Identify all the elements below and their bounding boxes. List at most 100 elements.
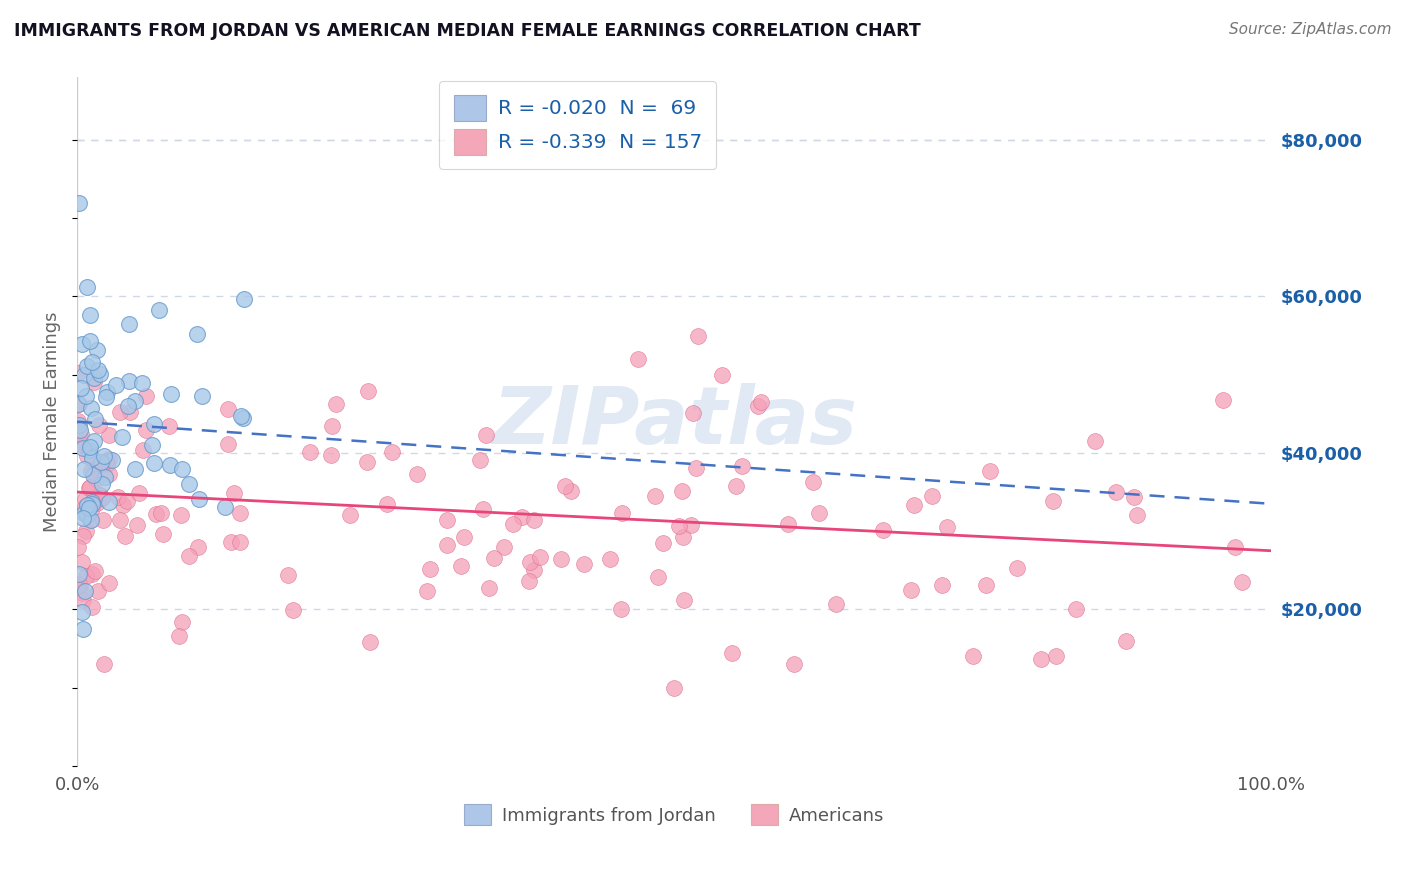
Point bbox=[124, 393, 146, 408]
Point bbox=[510, 510, 533, 524]
Point bbox=[931, 578, 953, 592]
Point bbox=[97, 575, 120, 590]
Point bbox=[148, 302, 170, 317]
Point bbox=[73, 462, 96, 476]
Point bbox=[107, 490, 129, 504]
Point bbox=[87, 363, 110, 377]
Point bbox=[492, 540, 515, 554]
Point bbox=[67, 567, 90, 582]
Point bbox=[179, 549, 201, 563]
Point bbox=[668, 518, 690, 533]
Point bbox=[87, 418, 110, 433]
Point bbox=[671, 484, 693, 499]
Point bbox=[609, 602, 631, 616]
Point bbox=[111, 498, 134, 512]
Point bbox=[484, 551, 506, 566]
Point bbox=[75, 569, 97, 583]
Point bbox=[80, 513, 103, 527]
Point bbox=[141, 438, 163, 452]
Point bbox=[1122, 490, 1144, 504]
Point bbox=[222, 486, 245, 500]
Point bbox=[710, 368, 733, 382]
Point bbox=[381, 445, 404, 459]
Point bbox=[90, 476, 112, 491]
Point bbox=[67, 417, 90, 432]
Point bbox=[169, 630, 191, 644]
Point bbox=[644, 489, 666, 503]
Point bbox=[627, 352, 650, 367]
Point bbox=[93, 470, 115, 484]
Point bbox=[359, 634, 381, 648]
Point bbox=[519, 556, 541, 570]
Point bbox=[277, 568, 299, 582]
Point bbox=[229, 535, 252, 549]
Point bbox=[672, 530, 695, 544]
Point bbox=[80, 495, 103, 509]
Point bbox=[474, 428, 496, 442]
Point bbox=[117, 399, 139, 413]
Point bbox=[468, 452, 491, 467]
Point bbox=[97, 452, 120, 467]
Point bbox=[749, 395, 772, 409]
Point bbox=[1105, 484, 1128, 499]
Point bbox=[90, 455, 112, 469]
Point bbox=[502, 517, 524, 532]
Point bbox=[86, 343, 108, 357]
Point bbox=[79, 480, 101, 494]
Point bbox=[187, 540, 209, 554]
Point bbox=[731, 458, 754, 473]
Point bbox=[135, 389, 157, 403]
Legend: Immigrants from Jordan, Americans: Immigrants from Jordan, Americans bbox=[457, 797, 891, 832]
Point bbox=[72, 529, 94, 543]
Point bbox=[1232, 574, 1254, 589]
Point bbox=[554, 479, 576, 493]
Point bbox=[79, 443, 101, 458]
Point bbox=[1225, 540, 1247, 554]
Point bbox=[170, 508, 193, 522]
Point bbox=[67, 366, 90, 380]
Point bbox=[91, 491, 114, 505]
Point bbox=[67, 436, 90, 450]
Point bbox=[1084, 434, 1107, 449]
Point bbox=[229, 409, 252, 423]
Point bbox=[217, 437, 239, 451]
Point bbox=[101, 453, 124, 467]
Point bbox=[1115, 634, 1137, 648]
Point bbox=[108, 513, 131, 527]
Point bbox=[90, 458, 112, 472]
Point bbox=[80, 599, 103, 614]
Point bbox=[69, 426, 91, 441]
Point bbox=[108, 405, 131, 419]
Point bbox=[135, 423, 157, 437]
Point bbox=[79, 308, 101, 322]
Point bbox=[572, 558, 595, 572]
Point bbox=[157, 418, 180, 433]
Point bbox=[69, 578, 91, 592]
Point bbox=[405, 467, 427, 481]
Point bbox=[118, 374, 141, 388]
Point bbox=[84, 411, 107, 425]
Point bbox=[77, 481, 100, 495]
Point bbox=[375, 497, 398, 511]
Point bbox=[72, 592, 94, 607]
Point bbox=[159, 458, 181, 473]
Point bbox=[143, 457, 166, 471]
Point bbox=[98, 467, 121, 481]
Point bbox=[79, 513, 101, 527]
Point bbox=[517, 574, 540, 589]
Point bbox=[1064, 602, 1087, 616]
Point bbox=[86, 496, 108, 510]
Point bbox=[69, 423, 91, 437]
Point bbox=[73, 500, 96, 514]
Point bbox=[87, 584, 110, 599]
Text: ZIPatlas: ZIPatlas bbox=[492, 383, 856, 460]
Point bbox=[356, 455, 378, 469]
Point bbox=[72, 511, 94, 525]
Point bbox=[453, 530, 475, 544]
Point bbox=[76, 498, 98, 512]
Point bbox=[232, 410, 254, 425]
Point bbox=[75, 583, 97, 598]
Point bbox=[903, 498, 925, 512]
Point bbox=[190, 389, 212, 403]
Point bbox=[478, 582, 501, 596]
